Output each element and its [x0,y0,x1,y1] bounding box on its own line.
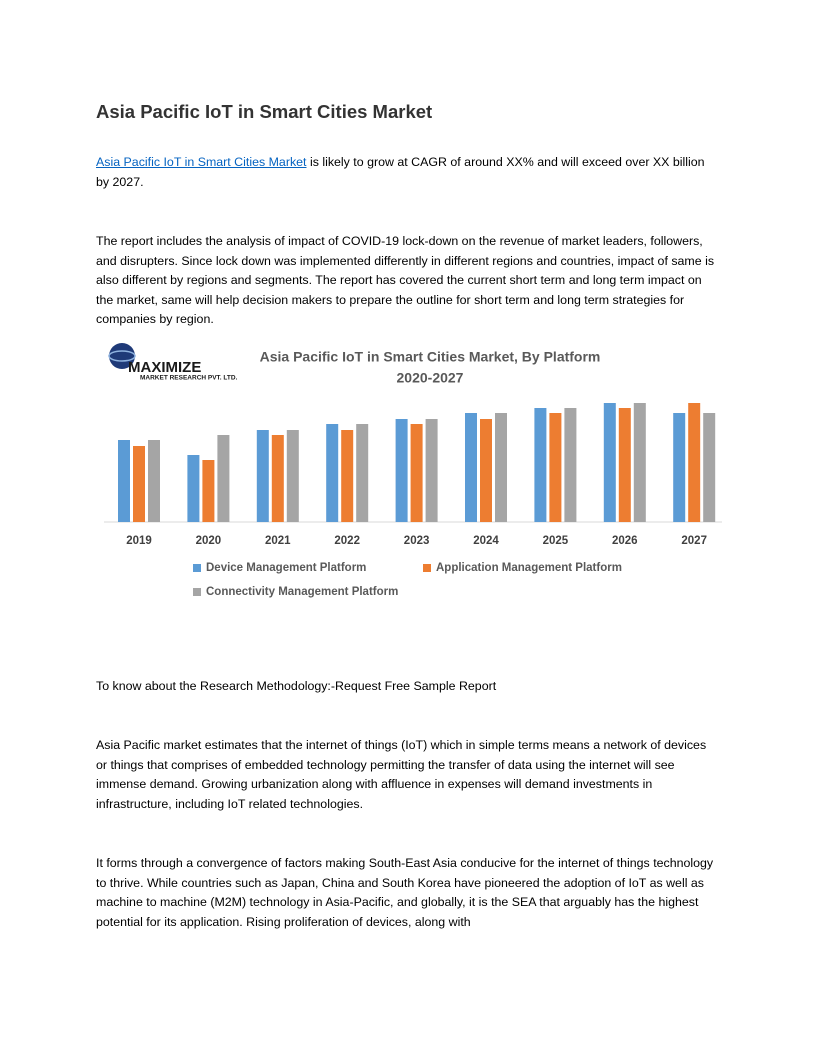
x-tick-label: 2023 [404,535,430,547]
bar [341,430,354,522]
legend-label: Device Management Platform [206,562,366,574]
bar [202,460,215,522]
x-tick-label: 2022 [334,535,360,547]
bar [217,435,230,522]
bar [133,446,145,522]
bar [703,413,716,522]
logo-name: MAXIMIZE [128,359,201,376]
x-tick-label: 2025 [543,535,569,547]
bar [187,455,200,522]
legend-swatch [423,564,431,572]
chart-title: Asia Pacific IoT in Smart Cities Market,… [260,349,601,365]
bar [256,430,269,522]
title: Asia Pacific IoT in Smart Cities Market [96,101,433,122]
bar [286,430,299,522]
x-tick-label: 2026 [612,535,638,547]
bar [495,413,507,522]
legend-swatch [193,588,201,596]
logo-tagline: MARKET RESEARCH PVT. LTD. [140,375,238,382]
bar [603,403,616,522]
text: is likely to grow at CAGR of around XX% … [96,155,705,189]
bar [618,408,631,522]
x-tick-label: 2027 [681,535,707,547]
x-tick-label: 2021 [265,535,291,547]
paragraph: Asia Pacific IoT in Smart Cities Market … [96,153,720,192]
paragraph: The report includes the analysis of impa… [96,234,715,326]
bar [633,403,646,522]
bar [410,424,423,522]
paragraph: To know about the Research Methodology:-… [96,679,497,693]
x-tick-label: 2019 [126,535,152,547]
x-tick-label: 2020 [196,535,222,547]
bar [425,419,438,522]
legend-label: Connectivity Management Platform [206,586,398,598]
bar [480,419,492,522]
bar [395,419,408,522]
bar [356,424,369,522]
x-tick-label: 2024 [473,535,499,547]
paragraph: Asia Pacific market estimates that the i… [96,738,707,811]
bar [326,424,339,522]
logo-ring [108,350,136,362]
chart-subtitle: 2020-2027 [397,370,464,386]
bar [549,413,562,522]
legend-label: Application Management Platform [436,562,622,574]
legend-swatch [193,564,201,572]
bar [148,440,160,522]
paragraph: It forms through a convergence of factor… [96,856,714,929]
bar [688,403,701,522]
bar [271,435,284,522]
link[interactable]: Asia Pacific IoT in Smart Cities Market [96,155,307,169]
bar [118,440,130,522]
bar [465,413,477,522]
bar [534,408,547,522]
bar [564,408,577,522]
bar [673,413,686,522]
logo-globe [109,343,135,369]
